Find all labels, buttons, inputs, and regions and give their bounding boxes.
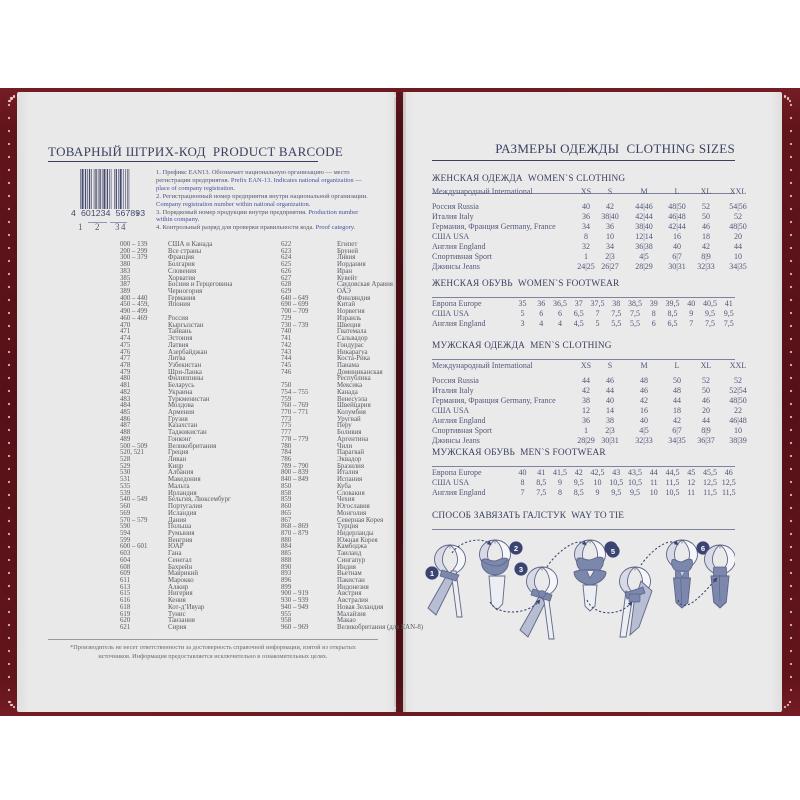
svg-text:2: 2	[514, 544, 518, 553]
svg-text:3: 3	[519, 565, 523, 574]
svg-text:6: 6	[701, 544, 705, 553]
